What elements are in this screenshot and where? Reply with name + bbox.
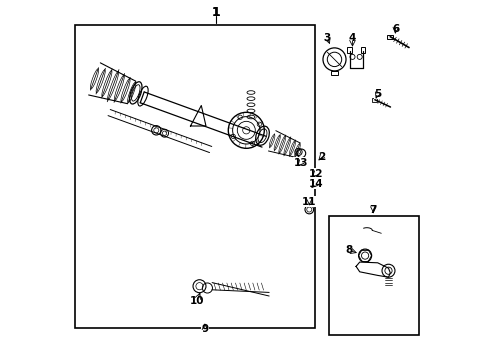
Polygon shape <box>190 105 205 126</box>
Text: 14: 14 <box>308 179 323 189</box>
Bar <box>386 35 392 39</box>
Text: 7: 7 <box>369 204 376 215</box>
Bar <box>360 47 365 53</box>
Text: 9: 9 <box>201 324 208 334</box>
Circle shape <box>228 112 264 148</box>
Text: 1: 1 <box>211 6 219 19</box>
Text: 1: 1 <box>211 6 220 19</box>
Text: 11: 11 <box>302 197 316 207</box>
Bar <box>371 98 377 102</box>
Text: 12: 12 <box>308 168 323 179</box>
Bar <box>346 47 351 53</box>
Text: 6: 6 <box>391 24 399 34</box>
Text: 8: 8 <box>345 245 352 255</box>
Text: 10: 10 <box>189 296 204 306</box>
Text: 3: 3 <box>323 33 330 43</box>
Circle shape <box>381 264 394 277</box>
Text: 13: 13 <box>293 158 307 168</box>
Polygon shape <box>355 262 389 277</box>
Text: 5: 5 <box>373 89 381 99</box>
Bar <box>328 216 418 335</box>
Text: 4: 4 <box>348 33 355 43</box>
Bar <box>75 25 314 328</box>
Bar <box>330 71 337 75</box>
Text: 2: 2 <box>318 152 325 162</box>
